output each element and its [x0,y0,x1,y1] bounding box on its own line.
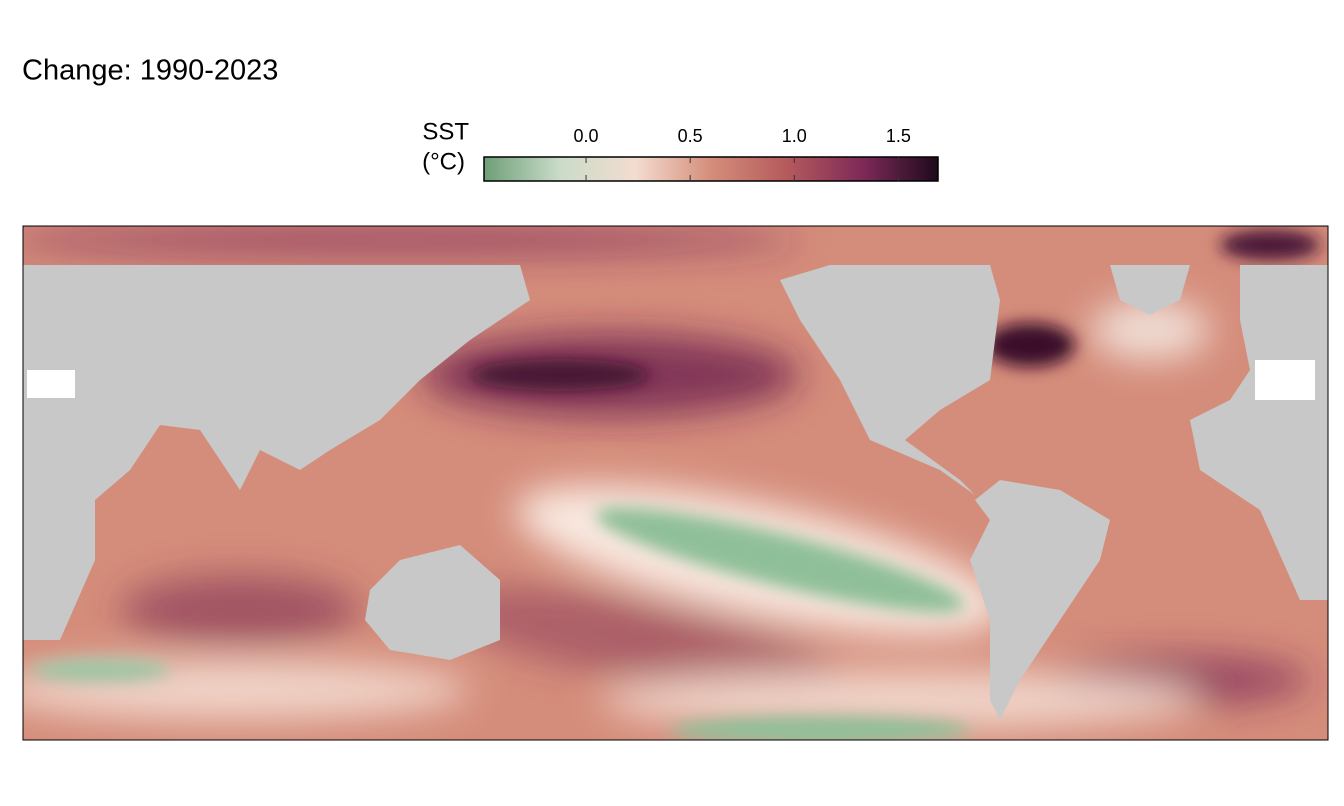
tick-label: 0.5 [678,126,703,146]
ice [27,370,75,398]
tick-label: 1.0 [782,126,807,146]
tick-label: 0.0 [574,126,599,146]
map [23,226,1328,740]
title: Change: 1990-2023 [22,55,278,87]
colorbar-ramp [483,156,939,182]
legend-title: SST [422,118,469,145]
colorbar: 0.0 0.5 1.0 1.5 [483,126,939,182]
tick-label: 1.5 [886,126,911,146]
legend-title: (°C) [422,148,465,175]
map-frame [22,225,1329,741]
anomaly-shading [30,230,1320,740]
ice [1255,360,1315,400]
land [23,265,1328,720]
